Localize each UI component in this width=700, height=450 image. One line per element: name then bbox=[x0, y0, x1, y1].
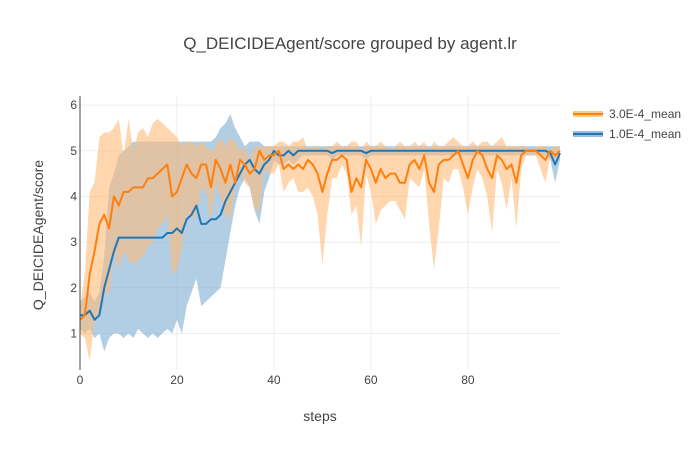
x-tick-label: 80 bbox=[461, 373, 475, 387]
x-tick-label: 20 bbox=[170, 373, 184, 387]
band-layer bbox=[80, 114, 560, 361]
y-tick-label: 3 bbox=[70, 235, 77, 249]
legend-item-series-1[interactable]: 1.0E-4_mean bbox=[573, 124, 681, 144]
series-line-1 bbox=[80, 149, 561, 321]
axis-layer: 0 20 40 60 80 1 2 3 4 5 6 bbox=[70, 96, 475, 387]
legend-label-series-1: 1.0E-4_mean bbox=[609, 127, 682, 141]
confidence-band-series-0 bbox=[80, 118, 560, 361]
legend-swatch-series-0 bbox=[573, 108, 603, 120]
chart-title: Q_DEICIDEAgent/score grouped by agent.lr bbox=[183, 34, 517, 53]
line-layer bbox=[79, 149, 561, 321]
y-tick-label: 1 bbox=[70, 326, 77, 340]
x-tick-label: 40 bbox=[267, 373, 281, 387]
x-tick-label: 60 bbox=[364, 373, 378, 387]
legend[interactable]: 3.0E-4_mean 1.0E-4_mean bbox=[573, 104, 681, 144]
y-tick-label: 4 bbox=[70, 189, 77, 203]
y-axis-label: Q_DEICIDEAgent/score bbox=[30, 159, 46, 311]
legend-item-series-0[interactable]: 3.0E-4_mean bbox=[573, 104, 681, 124]
series-line-0 bbox=[79, 149, 561, 321]
y-tick-label: 2 bbox=[70, 281, 77, 295]
legend-label-series-0: 3.0E-4_mean bbox=[609, 107, 682, 121]
y-tick-label: 5 bbox=[70, 144, 77, 158]
x-axis-label: steps bbox=[303, 408, 337, 424]
x-tick-label: 0 bbox=[77, 373, 84, 387]
legend-swatch-series-1 bbox=[573, 128, 603, 140]
y-tick-label: 6 bbox=[70, 98, 77, 112]
